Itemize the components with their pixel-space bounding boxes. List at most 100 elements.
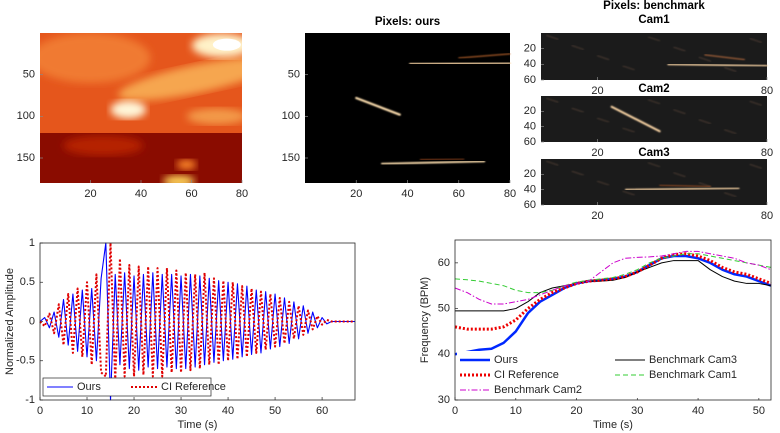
x-tick-label: 30	[631, 405, 643, 417]
image-streak	[724, 66, 737, 72]
y-tick-label: 20	[524, 105, 536, 117]
x-tick-label: 40	[135, 188, 147, 200]
axes-box	[39, 242, 356, 401]
y-tick-label: 40	[524, 121, 536, 133]
image-streak	[698, 182, 711, 188]
y-tick-label: -0.5	[16, 355, 35, 367]
y-tick-label: 150	[17, 152, 35, 164]
image-streak	[624, 187, 740, 191]
image-streak	[673, 109, 686, 115]
y-tick-label: 40	[524, 58, 536, 70]
heatmap-image	[40, 33, 242, 183]
x-tick-label: 20	[128, 405, 140, 417]
chart-title: Cam2	[638, 83, 669, 95]
x-tick-label: 20	[591, 147, 603, 159]
x-tick-label: 20	[591, 85, 603, 97]
x-tick-label: 10	[510, 405, 522, 417]
image-streak	[673, 172, 686, 178]
chart-title: Cam3	[638, 147, 669, 159]
image-streak	[571, 45, 584, 50]
image-streak	[749, 100, 762, 106]
image-blob	[110, 100, 147, 119]
group-title: Pixels: benchmark	[603, 0, 705, 12]
chart-title: Cam1	[638, 14, 670, 26]
x-axis-label: Time (s)	[178, 419, 218, 431]
data-line	[39, 242, 355, 401]
y-tick-label: 50	[438, 302, 450, 314]
image-region	[541, 33, 767, 80]
x-tick-label: 80	[761, 85, 773, 97]
y-tick-label: 50	[288, 69, 300, 81]
image-streak	[597, 180, 610, 186]
image-streak	[667, 63, 768, 67]
image-streak	[749, 163, 762, 169]
image-streak	[659, 184, 711, 188]
image-streak	[610, 105, 661, 133]
y-tick-label: 30	[438, 394, 450, 406]
y-tick-label: 0.5	[20, 276, 35, 288]
x-tick-label: 50	[753, 405, 765, 417]
y-tick-label: 20	[524, 168, 536, 180]
image-streak	[419, 158, 465, 161]
x-tick-label: 80	[236, 188, 248, 200]
image-streak	[380, 160, 486, 165]
x-tick-label: 60	[185, 188, 197, 200]
image-streak	[724, 192, 737, 198]
data-line	[454, 252, 772, 331]
heatmap-image	[541, 159, 767, 205]
image-streak	[749, 37, 762, 43]
image-streak	[647, 99, 661, 105]
image-streak	[698, 119, 711, 125]
x-tick-label: 20	[84, 188, 96, 200]
image-blob	[63, 135, 144, 156]
image-blob	[162, 175, 195, 183]
x-tick-label: 20	[591, 210, 603, 222]
x-axis-label: Time (s)	[593, 419, 633, 431]
image-streak	[546, 160, 559, 166]
y-tick-label: 150	[282, 152, 300, 164]
x-tick-label: 80	[504, 188, 516, 200]
y-tick-label: 40	[524, 184, 536, 196]
y-tick-label: 60	[524, 136, 536, 148]
legend-label: Ours	[494, 354, 518, 366]
x-tick-label: 50	[269, 405, 281, 417]
chart-title: Pixels: ours	[375, 16, 440, 28]
image-blob	[176, 159, 197, 170]
heatmap-image	[541, 33, 768, 80]
legend-label: CI Reference	[161, 381, 226, 393]
image-blob	[40, 33, 151, 83]
y-axis-label: Normalized Amplitude	[4, 268, 16, 375]
image-streak	[724, 129, 737, 135]
image-region	[305, 33, 510, 183]
legend-label: CI Reference	[494, 369, 559, 381]
x-tick-label: 80	[761, 147, 773, 159]
legend-label: Benchmark Cam3	[649, 354, 737, 366]
image-streak	[355, 96, 401, 116]
y-tick-label: 100	[17, 110, 35, 122]
legend-label: Benchmark Cam2	[494, 384, 582, 396]
y-tick-label: 100	[282, 110, 300, 122]
x-tick-label: 80	[761, 210, 773, 222]
image-streak	[546, 34, 559, 40]
image-blob	[212, 38, 241, 51]
image-region	[541, 159, 767, 205]
image-streak	[597, 55, 610, 61]
y-tick-label: 1	[29, 237, 35, 249]
y-tick-label: 50	[23, 69, 35, 81]
y-tick-label: 60	[524, 199, 536, 211]
x-tick-label: 60	[453, 188, 465, 200]
heatmap-image	[541, 96, 767, 142]
data-line	[39, 242, 355, 382]
image-streak	[571, 170, 584, 176]
image-streak	[546, 97, 559, 103]
y-tick-label: 0	[29, 315, 35, 327]
legend-label: Ours	[77, 381, 101, 393]
y-tick-label: 60	[524, 74, 536, 86]
image-streak	[622, 127, 635, 133]
y-axis-label: Frequency (BPM)	[419, 277, 431, 363]
image-streak	[673, 46, 686, 52]
legend-box	[457, 351, 769, 398]
image-streak	[698, 56, 711, 62]
legend-label: Benchmark Cam1	[649, 369, 737, 381]
